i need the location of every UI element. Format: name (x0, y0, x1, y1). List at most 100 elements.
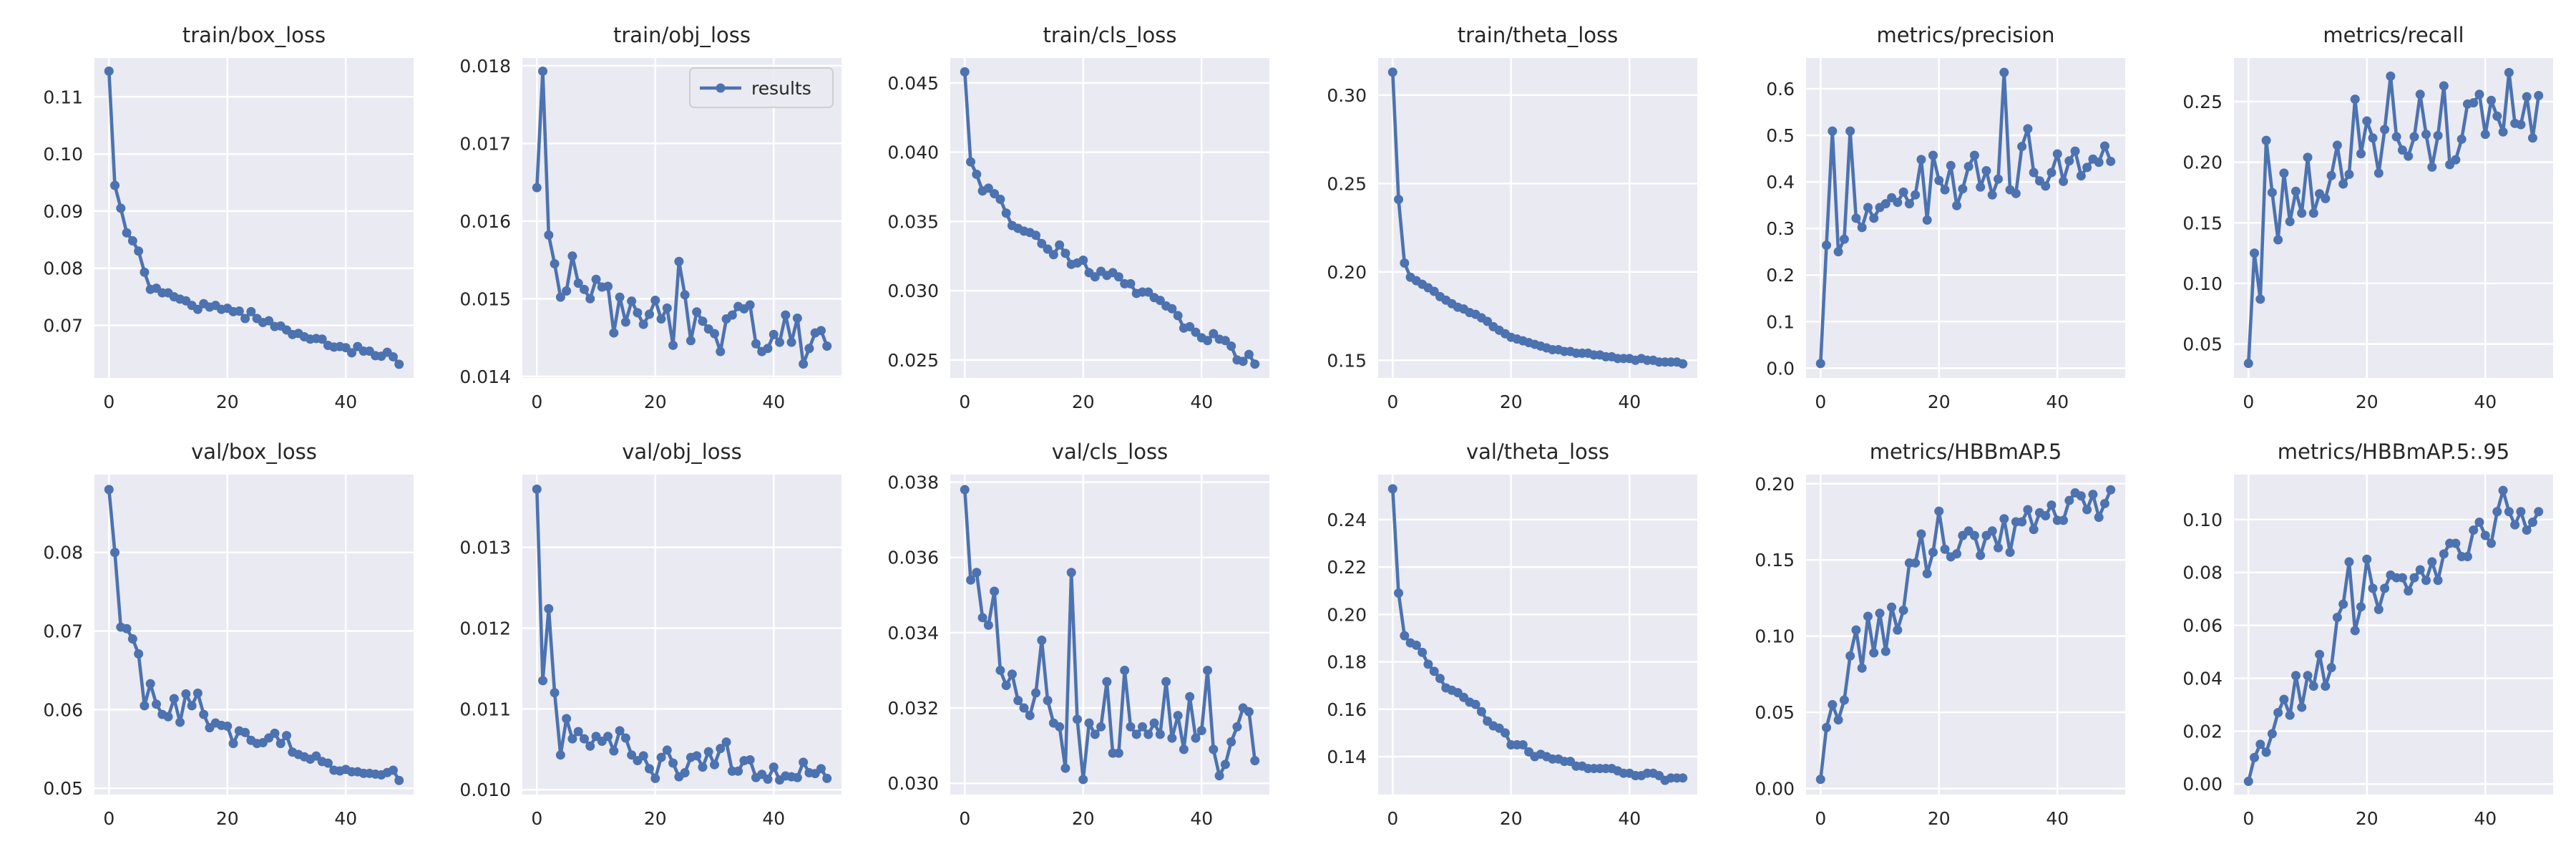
y-tick-label: 0.10 (43, 144, 83, 165)
data-point (769, 329, 779, 339)
data-point (2522, 525, 2532, 535)
data-point (388, 765, 398, 775)
data-point (2070, 146, 2080, 156)
data-point (2094, 157, 2104, 168)
data-point (1875, 608, 1885, 618)
data-point (2527, 517, 2537, 527)
data-point (1822, 241, 1832, 251)
plot-area (2234, 475, 2553, 795)
subplot-title: train/box_loss (182, 23, 326, 47)
data-point (2350, 626, 2360, 636)
data-point (1025, 711, 1035, 721)
subplot-6: metrics/recall 0 20 40 0.05 0.10 0.15 0.20 0.25 (2182, 23, 2553, 412)
data-point (544, 230, 554, 240)
data-point (2527, 133, 2537, 143)
x-tick-label: 20 (1072, 392, 1095, 412)
data-point (1155, 296, 1165, 306)
data-point (2076, 171, 2086, 181)
subplot-title: train/obj_loss (613, 23, 751, 47)
data-point (1928, 150, 1938, 160)
data-point (668, 340, 678, 350)
x-tick-label: 20 (1928, 808, 1951, 829)
data-point (1400, 258, 1410, 268)
x-tick-label: 0 (103, 808, 114, 829)
data-point (680, 768, 690, 778)
data-point (1037, 635, 1047, 645)
data-point (175, 717, 185, 727)
data-point (2099, 141, 2109, 151)
data-point (1828, 699, 1838, 709)
y-tick-label: 0.030 (887, 281, 939, 301)
data-point (662, 745, 672, 755)
y-tick-label: 0.05 (2182, 334, 2223, 355)
y-tick-label: 0.24 (1327, 510, 1367, 530)
y-tick-label: 0.05 (43, 778, 83, 799)
data-point (163, 712, 173, 722)
data-point (562, 286, 572, 296)
y-tick-label: 0.05 (1755, 702, 1795, 723)
data-point (822, 341, 832, 351)
data-point (110, 180, 120, 190)
x-tick-label: 0 (531, 392, 542, 412)
data-point (555, 750, 565, 760)
data-point (2041, 181, 2051, 191)
data-point (1969, 530, 1979, 540)
data-point (816, 326, 826, 336)
data-point (1916, 529, 1926, 539)
y-tick-label: 0.16 (1327, 699, 1367, 720)
subplot-8: val/obj_loss 0 20 40 0.010 0.011 0.012 0.013 (459, 440, 841, 829)
legend-marker-icon (716, 83, 726, 93)
data-point (1429, 286, 1439, 296)
data-point (721, 737, 731, 747)
data-point (1922, 215, 1932, 225)
data-point (1963, 162, 1974, 172)
data-point (977, 613, 987, 623)
data-point (1031, 230, 1041, 241)
data-point (2498, 127, 2508, 137)
data-point (2373, 604, 2384, 614)
y-tick-label: 0.016 (459, 211, 511, 232)
data-point (1055, 722, 1065, 732)
data-point (2380, 125, 2390, 135)
data-point (627, 750, 637, 760)
subplot-12: metrics/HBBmAP.5:.95 0 20 40 0.00 0.02 0.04 0.0… (2182, 440, 2553, 829)
data-point (2409, 132, 2419, 142)
data-point (1969, 150, 1979, 160)
data-point (804, 344, 814, 354)
data-point (2023, 505, 2033, 515)
data-point (573, 278, 583, 288)
legend: results (689, 67, 834, 108)
data-point (2362, 116, 2372, 126)
y-tick-label: 0.20 (1327, 262, 1367, 283)
data-point (591, 274, 601, 284)
data-point (763, 775, 773, 785)
subplot-3: train/cls_loss 0 20 40 0.025 0.030 0.035 0.040 0… (887, 23, 1269, 412)
data-point (2469, 98, 2479, 108)
data-point (633, 308, 643, 318)
data-point (1958, 184, 1968, 194)
data-point (966, 575, 976, 585)
data-point (1131, 729, 1141, 739)
y-tick-label: 0.08 (43, 258, 83, 279)
data-point (2427, 162, 2437, 172)
data-point (1851, 213, 1861, 223)
data-point (2492, 111, 2502, 121)
data-point (2451, 538, 2461, 548)
data-point (388, 351, 398, 361)
data-point (1048, 250, 1058, 260)
data-point (151, 699, 161, 709)
subplot-title: metrics/recall (2323, 23, 2464, 47)
data-point (1898, 605, 1908, 615)
data-point (674, 256, 684, 266)
data-point (990, 586, 1000, 596)
data-point (187, 701, 197, 711)
data-point (573, 727, 583, 737)
y-tick-label: 0.0 (1766, 358, 1795, 379)
data-point (816, 764, 826, 774)
data-point (1250, 359, 1260, 369)
y-tick-label: 0.025 (887, 350, 939, 371)
y-tick-label: 0.20 (2182, 152, 2223, 173)
data-point (1904, 199, 1914, 209)
y-tick-label: 0.15 (1755, 550, 1795, 571)
y-tick-label: 0.07 (43, 621, 83, 642)
